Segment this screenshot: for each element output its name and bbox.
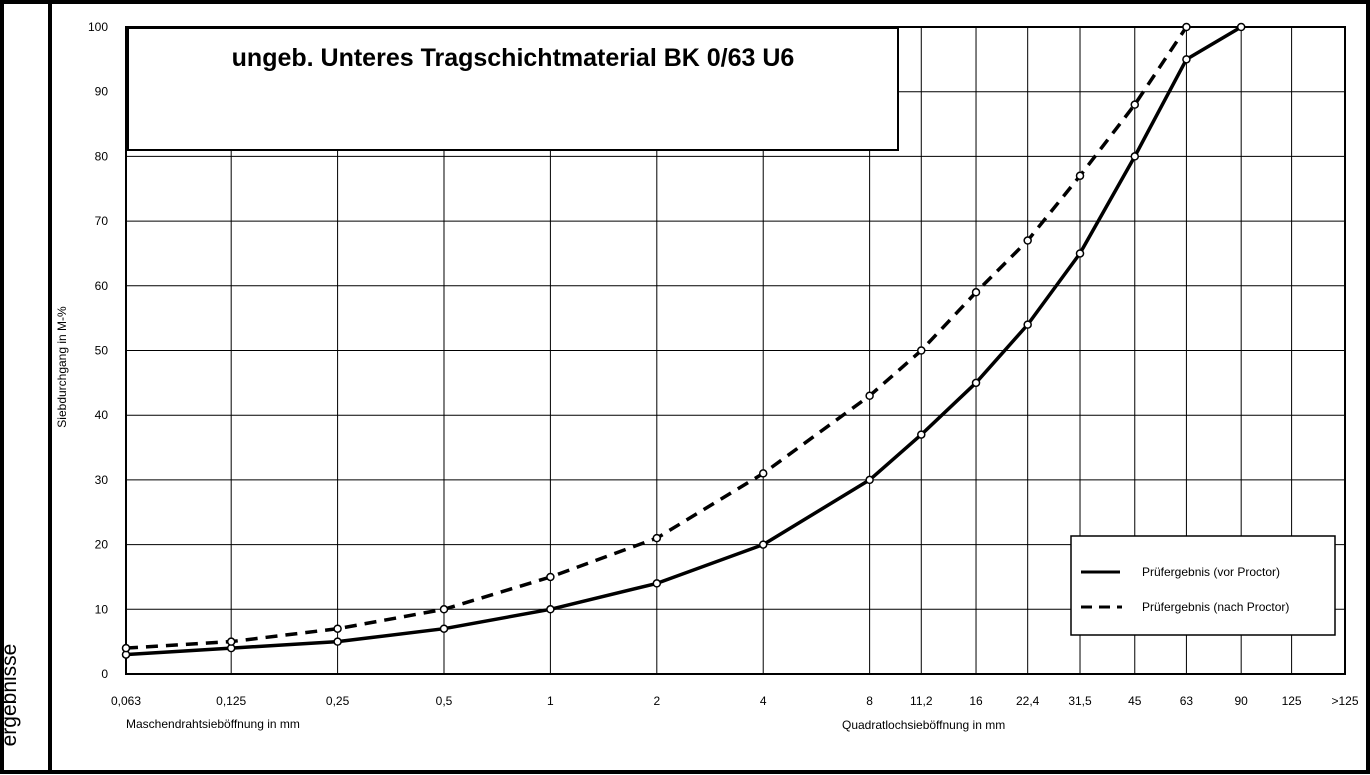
x-tick-label: 8 <box>866 694 873 708</box>
y-tick-label: 100 <box>88 20 108 34</box>
y-tick-label: 90 <box>95 85 109 99</box>
x-tick-label: 4 <box>760 694 767 708</box>
y-tick-label: 20 <box>95 538 109 552</box>
y-axis-label: Siebdurchgang in M-% <box>55 306 69 428</box>
x-tick-label: 125 <box>1282 694 1302 708</box>
data-point-nach-proctor <box>1075 171 1085 181</box>
data-point-nach-proctor <box>1130 100 1140 109</box>
legend-label-nach: Prüfergebnis (nach Proctor) <box>1142 600 1289 614</box>
y-tick-label: 60 <box>95 279 109 293</box>
x-tick-label: 16 <box>969 694 983 708</box>
x-axis-label-left: Maschendrahtsieböffnung in mm <box>126 717 300 731</box>
x-axis-label-right: Quadratlochsieböffnung in mm <box>842 718 1005 732</box>
y-tick-label: 80 <box>95 149 109 163</box>
x-tick-label: 22,4 <box>1016 694 1040 708</box>
chart-title: ungeb. Unteres Tragschichtmaterial BK 0/… <box>232 44 795 72</box>
x-tick-label: 0,063 <box>111 694 141 708</box>
data-point-vor-proctor <box>865 475 874 485</box>
data-point-nach-proctor <box>333 624 342 633</box>
x-tick-label: 0,125 <box>216 694 246 708</box>
data-point-vor-proctor <box>439 624 449 633</box>
data-point-vor-proctor <box>1023 320 1032 329</box>
x-tick-label: 63 <box>1180 694 1194 708</box>
data-point-nach-proctor <box>971 288 981 297</box>
data-point-nach-proctor <box>226 637 236 646</box>
data-point-nach-proctor <box>439 605 449 614</box>
data-point-nach-proctor <box>121 643 131 653</box>
x-tick-label: >125 <box>1331 694 1358 708</box>
data-point-vor-proctor <box>971 378 981 388</box>
y-tick-label: 0 <box>101 667 108 681</box>
data-point-nach-proctor <box>758 469 768 478</box>
data-point-nach-proctor <box>1023 236 1032 245</box>
data-point-vor-proctor <box>652 579 662 588</box>
title-box <box>127 27 899 151</box>
data-point-nach-proctor <box>546 572 555 582</box>
data-point-nach-proctor <box>1182 22 1191 32</box>
data-point-vor-proctor <box>333 637 342 646</box>
x-tick-label: 45 <box>1128 694 1142 708</box>
y-tick-label: 50 <box>95 344 109 358</box>
y-tick-label: 70 <box>95 214 109 228</box>
data-point-vor-proctor <box>758 540 768 549</box>
data-point-vor-proctor <box>546 605 555 614</box>
points-layer <box>121 22 1246 659</box>
y-tick-label: 10 <box>95 602 109 616</box>
legend-box <box>1070 535 1336 636</box>
data-point-vor-proctor <box>1182 55 1191 64</box>
x-tick-label: 31,5 <box>1068 694 1092 708</box>
legend: Prüfergebnis (vor Proctor) Prüfergebnis … <box>1070 535 1336 636</box>
data-point-vor-proctor <box>917 430 926 439</box>
x-tick-label: 2 <box>653 694 660 708</box>
data-point-nach-proctor <box>865 391 874 401</box>
data-point-vor-proctor <box>1130 152 1140 161</box>
x-tick-label: 11,2 <box>910 694 933 708</box>
tick-labels: 0 10 20 30 40 50 60 70 80 90 100 0,063 0,125 0,25 0,5 1… <box>88 20 1359 708</box>
data-point-vor-proctor <box>1236 22 1246 32</box>
series-line-nach-proctor <box>125 26 1188 650</box>
data-point-nach-proctor <box>917 346 926 355</box>
x-tick-label: 0,5 <box>436 694 453 708</box>
x-tick-label: 0,25 <box>326 694 350 708</box>
side-section-label: ergebnisse <box>0 643 21 747</box>
legend-label-vor: Prüfergebnis (vor Proctor) <box>1142 565 1280 579</box>
x-tick-label: 1 <box>547 694 554 708</box>
y-tick-label: 30 <box>95 473 109 487</box>
data-point-vor-proctor <box>1075 249 1085 258</box>
y-tick-label: 40 <box>95 408 109 422</box>
x-tick-label: 90 <box>1234 694 1248 708</box>
data-point-nach-proctor <box>652 533 662 543</box>
